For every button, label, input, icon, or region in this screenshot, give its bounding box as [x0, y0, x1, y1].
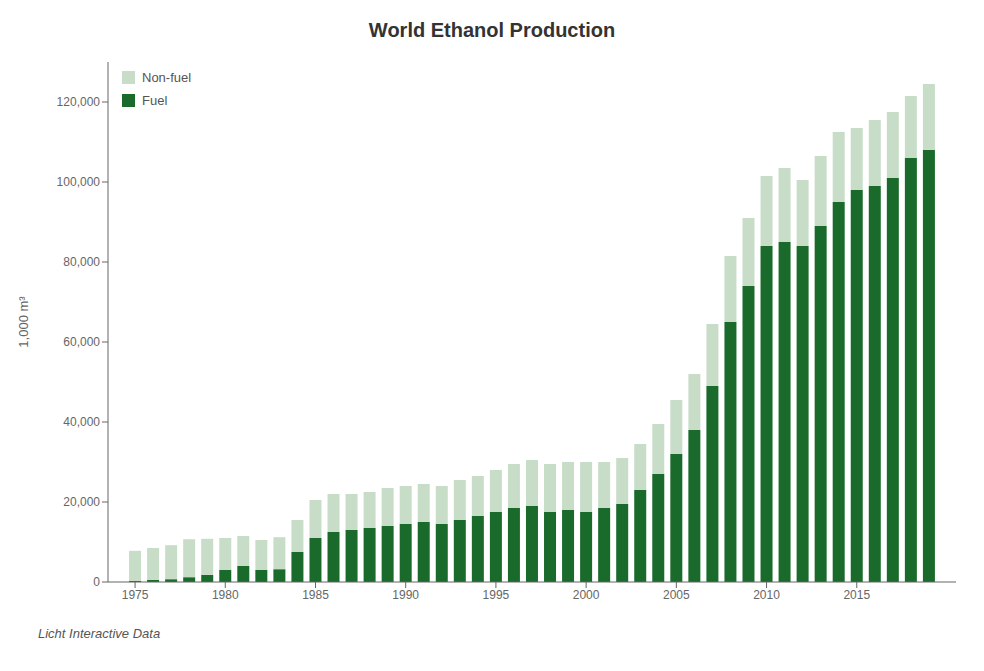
svg-text:1995: 1995 [483, 588, 510, 602]
svg-text:80,000: 80,000 [63, 255, 100, 269]
svg-text:1975: 1975 [122, 588, 149, 602]
svg-text:2010: 2010 [753, 588, 780, 602]
svg-text:60,000: 60,000 [63, 335, 100, 349]
svg-text:2005: 2005 [663, 588, 690, 602]
svg-text:2000: 2000 [573, 588, 600, 602]
svg-text:1990: 1990 [392, 588, 419, 602]
svg-text:20,000: 20,000 [63, 495, 100, 509]
html-text:Fuel: Fuel [142, 93, 168, 108]
html-text:World Ethanol Production: World Ethanol Production [368, 19, 616, 41]
svg-text:1,000 m³: 1,000 m³ [16, 296, 31, 348]
svg-text:0: 0 [93, 575, 100, 589]
svg-text:40,000: 40,000 [63, 415, 100, 429]
svg-text:2015: 2015 [843, 588, 870, 602]
svg-text:1980: 1980 [212, 588, 239, 602]
html-text:Licht Interactive Data: Licht Interactive Data [38, 626, 161, 641]
svg-text:1985: 1985 [302, 588, 329, 602]
svg-text:100,000: 100,000 [57, 175, 101, 189]
html-text:Non-fuel: Non-fuel [142, 70, 192, 85]
svg-text:120,000: 120,000 [57, 95, 101, 109]
